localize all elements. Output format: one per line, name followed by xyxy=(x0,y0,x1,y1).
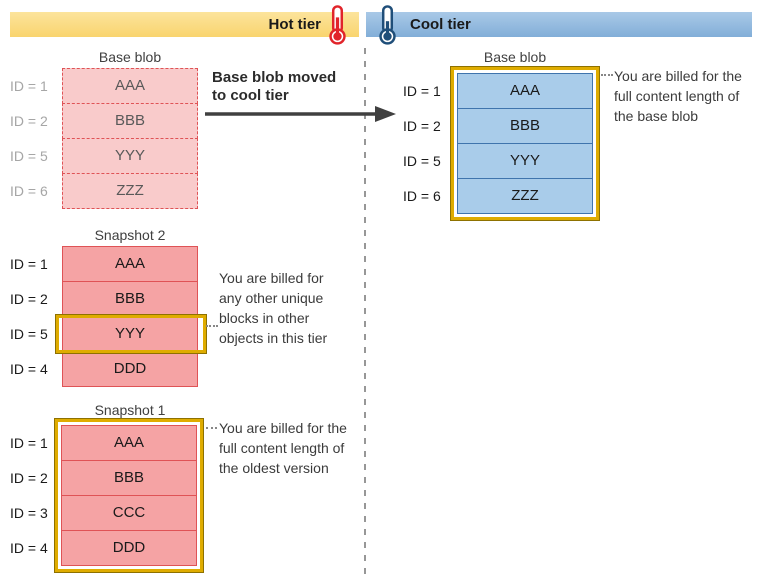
block-cell: CCC xyxy=(61,495,197,531)
note-connector xyxy=(601,74,613,76)
block-id-label: ID = 2 xyxy=(10,113,48,129)
note-connector xyxy=(206,325,218,327)
block-id-label: ID = 1 xyxy=(10,256,48,272)
block-cell: DDD xyxy=(62,351,198,387)
cool-tier-bar: Cool tier xyxy=(366,12,752,37)
block-id-label: ID = 4 xyxy=(10,361,48,377)
block-cell: YYY xyxy=(62,316,198,352)
block-cell: YYY xyxy=(457,143,593,179)
block-id-label: ID = 1 xyxy=(10,435,48,451)
snapshot2-id-column: ID = 1 ID = 2 ID = 5 ID = 4 xyxy=(10,246,58,387)
block-id-label: ID = 6 xyxy=(403,188,441,204)
snapshot1-title: Snapshot 1 xyxy=(94,402,166,418)
moved-to-cool-label: Base blob moved to cool tier xyxy=(212,69,337,104)
cool-thermometer-icon xyxy=(379,5,396,45)
snapshot1-table: AAA BBB CCC DDD xyxy=(61,425,197,566)
billing-highlight-frame: AAA BBB YYY ZZZ xyxy=(450,66,600,221)
block-cell: BBB xyxy=(62,103,198,139)
snapshot2-title: Snapshot 2 xyxy=(94,227,166,243)
block-id-label: ID = 6 xyxy=(10,183,48,199)
hot-base-blob-table: AAA BBB YYY ZZZ xyxy=(62,68,198,209)
snapshot1-billing-note: You are billed for the full content leng… xyxy=(219,420,347,476)
block-id-label: ID = 2 xyxy=(10,291,48,307)
billing-highlight-frame: AAA BBB CCC DDD xyxy=(54,418,204,573)
move-arrow-icon xyxy=(205,106,396,122)
block-cell: DDD xyxy=(61,530,197,566)
cool-base-blob-table: AAA BBB YYY ZZZ xyxy=(457,73,593,214)
block-cell: YYY xyxy=(62,138,198,174)
snapshot2-table: AAA BBB YYY DDD xyxy=(62,246,198,387)
cool-base-blob-title: Base blob xyxy=(483,49,547,65)
block-id-label: ID = 3 xyxy=(10,505,48,521)
block-cell: BBB xyxy=(62,281,198,317)
note-connector xyxy=(206,427,217,429)
cool-tier-label: Cool tier xyxy=(410,16,471,33)
snapshot2-billing-note: You are billed for any other unique bloc… xyxy=(219,270,328,346)
hot-base-blob-title: Base blob xyxy=(98,49,162,65)
block-cell: AAA xyxy=(62,246,198,282)
block-cell: AAA xyxy=(457,73,593,109)
block-id-label: ID = 4 xyxy=(10,540,48,556)
block-cell: AAA xyxy=(61,425,197,461)
block-id-label: ID = 1 xyxy=(10,78,48,94)
snapshot1-id-column: ID = 1 ID = 2 ID = 3 ID = 4 xyxy=(10,425,58,566)
cool-base-blob-id-column: ID = 1 ID = 2 ID = 5 ID = 6 xyxy=(403,73,451,214)
block-id-label: ID = 2 xyxy=(403,118,441,134)
hot-tier-label: Hot tier xyxy=(268,16,322,33)
block-cell: BBB xyxy=(457,108,593,144)
block-cell: ZZZ xyxy=(62,173,198,209)
hot-thermometer-icon xyxy=(329,5,346,45)
block-cell: ZZZ xyxy=(457,178,593,214)
block-id-label: ID = 1 xyxy=(403,83,441,99)
block-id-label: ID = 5 xyxy=(10,148,48,164)
block-id-label: ID = 2 xyxy=(10,470,48,486)
hot-tier-bar: Hot tier xyxy=(10,12,359,37)
block-id-label: ID = 5 xyxy=(10,326,48,342)
block-id-label: ID = 5 xyxy=(403,153,441,169)
cool-billing-note: You are billed for the full content leng… xyxy=(614,68,742,124)
tier-divider xyxy=(364,48,366,577)
block-cell: BBB xyxy=(61,460,197,496)
hot-base-blob-id-column: ID = 1 ID = 2 ID = 5 ID = 6 xyxy=(10,68,58,209)
block-cell: AAA xyxy=(62,68,198,104)
